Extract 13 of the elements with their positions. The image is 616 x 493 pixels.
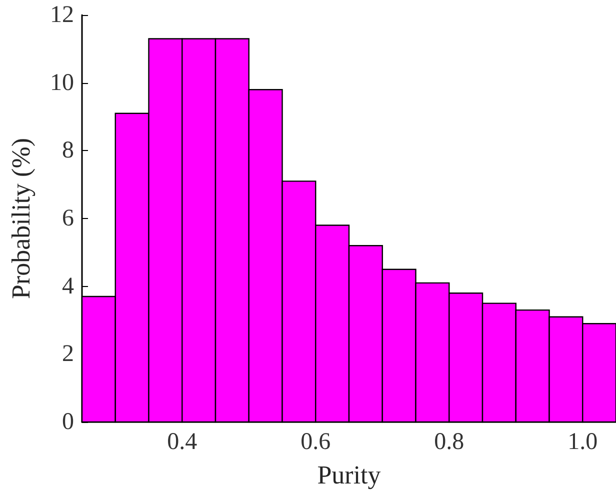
- y-axis-title: Probability (%): [6, 138, 36, 300]
- y-tick-label: 2: [62, 341, 74, 368]
- x-tick-label: 0.6: [300, 429, 331, 455]
- y-tick-label: 0: [62, 409, 74, 435]
- x-tick-label: 0.8: [434, 429, 464, 455]
- y-tick-label: 10: [50, 70, 74, 96]
- y-tick-label: 8: [62, 138, 74, 164]
- x-tick-label: 0.4: [167, 429, 198, 455]
- y-tick-label: 4: [62, 273, 74, 300]
- x-axis-title: Purity: [317, 460, 381, 490]
- y-tick-label: 6: [62, 206, 74, 232]
- x-tick-label: 1.0: [568, 429, 598, 455]
- y-tick-label: 12: [50, 2, 74, 28]
